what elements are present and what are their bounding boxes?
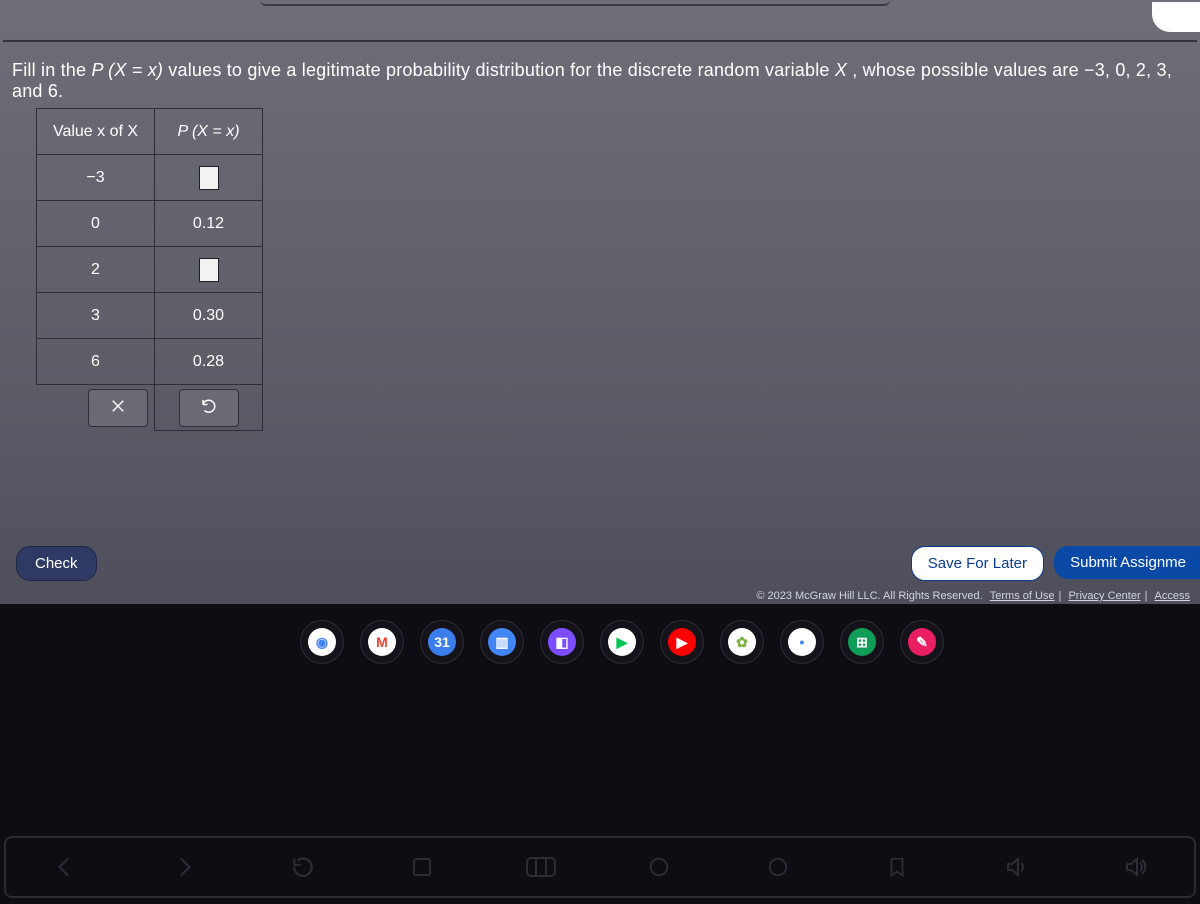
header-divider <box>3 40 1197 42</box>
volume-icon <box>1123 855 1147 879</box>
nav-volume-2[interactable] <box>1109 843 1161 891</box>
check-button[interactable]: Check <box>16 546 97 581</box>
files-app[interactable]: ▥ <box>480 620 524 664</box>
prob-input-2[interactable] <box>199 258 219 282</box>
undo-icon <box>200 397 218 418</box>
tabs-icon <box>410 855 434 879</box>
notes-app[interactable]: ✎ <box>900 620 944 664</box>
prompt-expr: P (X = x) <box>91 60 163 80</box>
nav-volume[interactable] <box>990 843 1042 891</box>
legal-line: © 2023 McGraw Hill LLC. All Rights Reser… <box>0 590 1200 602</box>
col-header-value: Value x of X <box>37 109 155 155</box>
calculator-icon: ⊞ <box>848 628 876 656</box>
snapseed-app[interactable]: ✿ <box>720 620 764 664</box>
gmail-app[interactable]: M <box>360 620 404 664</box>
table-row: 6 0.28 <box>37 339 263 385</box>
nav-back[interactable] <box>39 843 91 891</box>
nav-forward[interactable] <box>158 843 210 891</box>
prob-cell <box>155 155 263 201</box>
value-cell: −3 <box>37 155 155 201</box>
prob-cell: 0.28 <box>155 339 263 385</box>
value-cell: 6 <box>37 339 155 385</box>
nav-tabs[interactable] <box>396 843 448 891</box>
window-corner <box>1152 2 1200 32</box>
prompt-pre: Fill in the <box>12 60 91 80</box>
forward-arrow-icon <box>171 854 197 880</box>
prob-cell <box>155 247 263 293</box>
table-row: 3 0.30 <box>37 293 263 339</box>
value-cell: 2 <box>37 247 155 293</box>
table-row: −3 <box>37 155 263 201</box>
value-cell: 3 <box>37 293 155 339</box>
x-icon <box>109 397 127 418</box>
col-header-prob-text: P (X = x) <box>177 123 239 140</box>
save-button[interactable]: Save For Later <box>911 546 1044 581</box>
prob-input-neg3[interactable] <box>199 166 219 190</box>
card-footer: Check Save For Later Submit Assignme © 2… <box>0 544 1200 604</box>
notes-icon: ✎ <box>908 628 936 656</box>
reset-button[interactable] <box>179 389 239 427</box>
calendar-icon: 31 <box>428 628 456 656</box>
question-prompt: Fill in the P (X = x) values to give a l… <box>12 60 1180 102</box>
youtube-icon: ▶ <box>668 628 696 656</box>
bookmark-icon <box>886 856 908 878</box>
calculator-app[interactable]: ⊞ <box>840 620 884 664</box>
prompt-mid: values to give a legitimate probability … <box>168 60 835 80</box>
nav-refresh[interactable] <box>277 843 329 891</box>
copyright-text: © 2023 McGraw Hill LLC. All Rights Reser… <box>756 590 982 602</box>
nav-home2[interactable] <box>752 843 804 891</box>
prob-cell: 0.12 <box>155 201 263 247</box>
table-row: 0 0.12 <box>37 201 263 247</box>
app-dock: ◉ M 31 ▥ ◧ ▶ ▶ ✿ • ⊞ ✎ <box>300 620 944 664</box>
camera-icon: ◧ <box>548 628 576 656</box>
play-icon: ▶ <box>608 628 636 656</box>
assistant-app[interactable]: • <box>780 620 824 664</box>
col-header-prob: P (X = x) <box>155 109 263 155</box>
gmail-icon: M <box>368 628 396 656</box>
camera-app[interactable]: ◧ <box>540 620 584 664</box>
table-row: 2 <box>37 247 263 293</box>
probability-table: Value x of X P (X = x) −3 0 0.12 2 3 0.3… <box>36 108 263 431</box>
chrome-app[interactable]: ◉ <box>300 620 344 664</box>
recent-icon <box>526 857 556 877</box>
refresh-icon <box>290 854 316 880</box>
calendar-app[interactable]: 31 <box>420 620 464 664</box>
volume-icon <box>1004 855 1028 879</box>
back-arrow-icon <box>52 854 78 880</box>
nav-recent[interactable] <box>515 843 567 891</box>
files-icon: ▥ <box>488 628 516 656</box>
value-cell: 0 <box>37 201 155 247</box>
prob-cell: 0.30 <box>155 293 263 339</box>
nav-home[interactable] <box>633 843 685 891</box>
snapseed-icon: ✿ <box>728 628 756 656</box>
nav-bookmark[interactable] <box>871 843 923 891</box>
play-app[interactable]: ▶ <box>600 620 644 664</box>
system-navbar <box>4 836 1196 898</box>
youtube-app[interactable]: ▶ <box>660 620 704 664</box>
privacy-link[interactable]: Privacy Center <box>1068 590 1140 602</box>
chrome-icon: ◉ <box>308 628 336 656</box>
circle-icon <box>767 856 789 878</box>
terms-link[interactable]: Terms of Use <box>990 590 1055 602</box>
assistant-icon: • <box>788 628 816 656</box>
circle-icon <box>648 856 670 878</box>
access-link[interactable]: Access <box>1155 590 1190 602</box>
table-tool-row <box>37 385 263 431</box>
prompt-var: X <box>835 60 847 80</box>
homework-card: Fill in the P (X = x) values to give a l… <box>0 0 1200 604</box>
submit-button[interactable]: Submit Assignme <box>1054 546 1200 579</box>
clear-button[interactable] <box>88 389 148 427</box>
col-header-value-text: Value x of X <box>53 123 138 140</box>
tab-stub <box>260 0 890 6</box>
